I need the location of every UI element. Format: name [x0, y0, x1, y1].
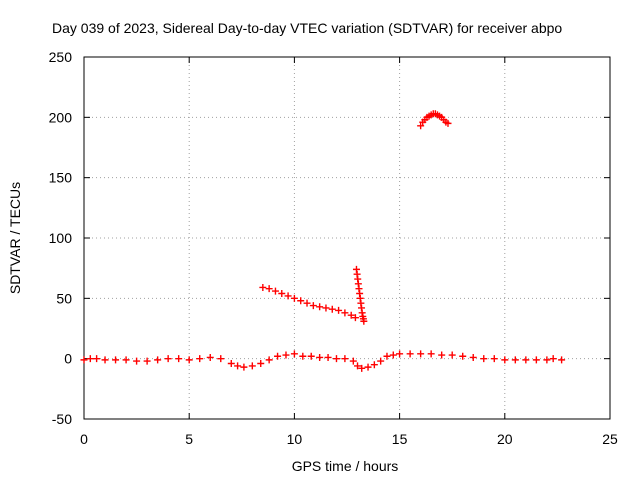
data-point — [303, 299, 311, 307]
data-point — [444, 119, 452, 127]
data-point — [341, 355, 349, 363]
data-point — [154, 356, 162, 364]
data-point — [448, 351, 456, 359]
data-point — [328, 305, 336, 313]
x-axis-label: GPS time / hours — [292, 458, 399, 474]
data-point — [271, 287, 279, 295]
axis-ticks — [83, 56, 611, 420]
data-point — [248, 362, 256, 370]
data-point — [196, 355, 204, 363]
data-point — [335, 306, 343, 314]
y-tick-label: -50 — [52, 411, 72, 427]
data-point — [164, 355, 172, 363]
data-point — [234, 362, 242, 370]
data-point — [469, 353, 477, 361]
x-tick-labels: 0 5 10 15 20 25 — [80, 431, 618, 447]
data-point — [316, 303, 324, 311]
data-point — [370, 361, 378, 369]
data-point — [396, 350, 404, 358]
data-point — [257, 359, 265, 367]
data-point — [297, 297, 305, 305]
data-point — [490, 355, 498, 363]
data-point — [427, 350, 435, 358]
data-point — [354, 362, 362, 370]
data-point — [406, 350, 414, 358]
data-point — [480, 355, 488, 363]
data-point — [274, 352, 282, 360]
x-tick-label: 15 — [392, 431, 408, 447]
data-point — [358, 364, 366, 372]
x-tick-label: 0 — [80, 431, 88, 447]
data-point — [341, 309, 349, 317]
data-point — [290, 294, 298, 302]
data-point — [501, 356, 509, 364]
data-point — [417, 122, 425, 130]
data-point — [206, 353, 214, 361]
y-tick-labels: -50 0 50 100 150 200 250 — [49, 49, 73, 427]
data-point — [217, 355, 225, 363]
data-point — [364, 363, 372, 371]
data-point — [511, 356, 519, 364]
data-point — [532, 356, 540, 364]
data-point — [322, 304, 330, 312]
data-point — [112, 356, 120, 364]
data-point — [324, 353, 332, 361]
data-point — [349, 357, 357, 365]
data-point — [93, 355, 101, 363]
data-point — [377, 357, 385, 365]
y-tick-label: 100 — [49, 230, 73, 246]
data-point — [175, 355, 183, 363]
data-point — [122, 356, 130, 364]
y-tick-label: 250 — [49, 49, 73, 65]
data-point — [307, 352, 315, 360]
data-point — [278, 290, 286, 298]
data-point — [417, 350, 425, 358]
y-axis-label: SDTVAR / TECUs — [7, 182, 23, 294]
data-point — [383, 352, 391, 360]
data-point — [347, 311, 355, 319]
x-tick-label: 20 — [497, 431, 513, 447]
data-point — [438, 351, 446, 359]
y-tick-label: 200 — [49, 109, 73, 125]
y-tick-label: 50 — [56, 290, 72, 306]
grid — [84, 57, 610, 419]
x-tick-label: 10 — [287, 431, 303, 447]
data-point — [133, 357, 141, 365]
data-point — [543, 356, 551, 364]
data-point — [558, 356, 566, 364]
data-point — [101, 356, 109, 364]
data-point — [290, 350, 298, 358]
data-point — [299, 352, 307, 360]
y-tick-label: 0 — [64, 351, 72, 367]
data-point — [332, 355, 340, 363]
data-point — [86, 355, 94, 363]
data-point — [80, 356, 88, 364]
data-point — [284, 292, 292, 300]
data-point — [185, 356, 193, 364]
data-point — [522, 356, 530, 364]
data-point — [240, 363, 248, 371]
x-tick-label: 25 — [602, 431, 618, 447]
data-point — [309, 302, 317, 310]
data-point — [282, 351, 290, 359]
y-tick-label: 150 — [49, 170, 73, 186]
data-marks — [80, 110, 566, 372]
data-point — [316, 353, 324, 361]
chart-title: Day 039 of 2023, Sidereal Day-to-day VTE… — [52, 20, 562, 36]
data-point — [351, 314, 359, 322]
data-point — [143, 357, 151, 365]
data-point — [459, 352, 467, 360]
x-tick-label: 5 — [185, 431, 193, 447]
data-point — [227, 359, 235, 367]
data-point — [549, 355, 557, 363]
data-point — [265, 356, 273, 364]
data-point — [360, 317, 368, 325]
data-point — [259, 283, 267, 291]
data-point — [265, 285, 273, 293]
data-point — [389, 351, 397, 359]
